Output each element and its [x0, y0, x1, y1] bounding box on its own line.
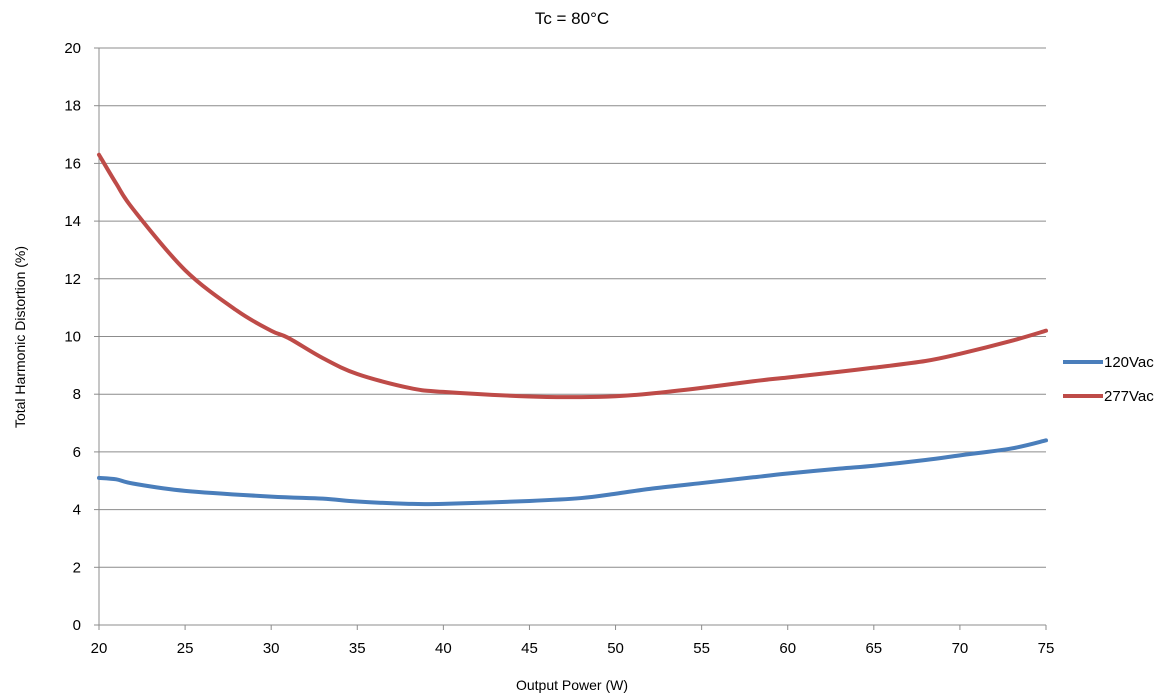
y-tick-label: 18 — [64, 98, 81, 115]
legend-label: 120Vac — [1104, 354, 1154, 371]
y-tick-label: 10 — [64, 329, 81, 346]
x-axis-label: Output Power (W) — [516, 677, 628, 693]
grid — [99, 47, 1046, 568]
y-tick-label: 14 — [64, 213, 81, 230]
y-tick-label: 12 — [64, 271, 81, 288]
x-tick-label: 45 — [521, 640, 538, 657]
y-tick-label: 20 — [64, 40, 81, 57]
y-tick-label: 16 — [64, 155, 81, 172]
x-tick-label: 35 — [349, 640, 366, 657]
legend-item-120Vac: 120Vac — [1063, 354, 1154, 371]
x-tick-label: 60 — [779, 640, 796, 657]
x-tick-label: 65 — [865, 640, 882, 657]
series-group — [97, 152, 1048, 507]
x-tick-label: 50 — [607, 640, 624, 657]
x-tick-label: 70 — [952, 640, 969, 657]
legend: 120Vac 277Vac — [1063, 354, 1154, 405]
x-tick-label: 30 — [263, 640, 280, 657]
series-line-120Vac — [97, 438, 1048, 507]
x-tick-label: 75 — [1038, 640, 1055, 657]
y-tick-label: 2 — [73, 559, 81, 576]
legend-item-277Vac: 277Vac — [1063, 388, 1154, 405]
x-tick-label: 55 — [693, 640, 710, 657]
y-tick-label: 4 — [73, 502, 81, 519]
y-axis-label: Total Harmonic Distortion (%) — [12, 246, 28, 428]
x-tick-label: 40 — [435, 640, 452, 657]
x-tick-labels: 20 25 30 35 40 45 50 55 60 65 70 75 — [91, 640, 1055, 657]
axes — [94, 47, 1047, 630]
y-tick-labels: 0 2 4 6 8 10 12 14 16 18 20 — [64, 40, 81, 634]
y-tick-label: 0 — [73, 617, 81, 634]
x-tick-label: 25 — [177, 640, 194, 657]
chart-title: Tc = 80°C — [535, 9, 609, 28]
y-tick-label: 8 — [73, 386, 81, 403]
legend-label: 277Vac — [1104, 388, 1154, 405]
x-tick-label: 20 — [91, 640, 108, 657]
series-line-277Vac — [97, 152, 1048, 400]
y-tick-label: 6 — [73, 444, 81, 461]
